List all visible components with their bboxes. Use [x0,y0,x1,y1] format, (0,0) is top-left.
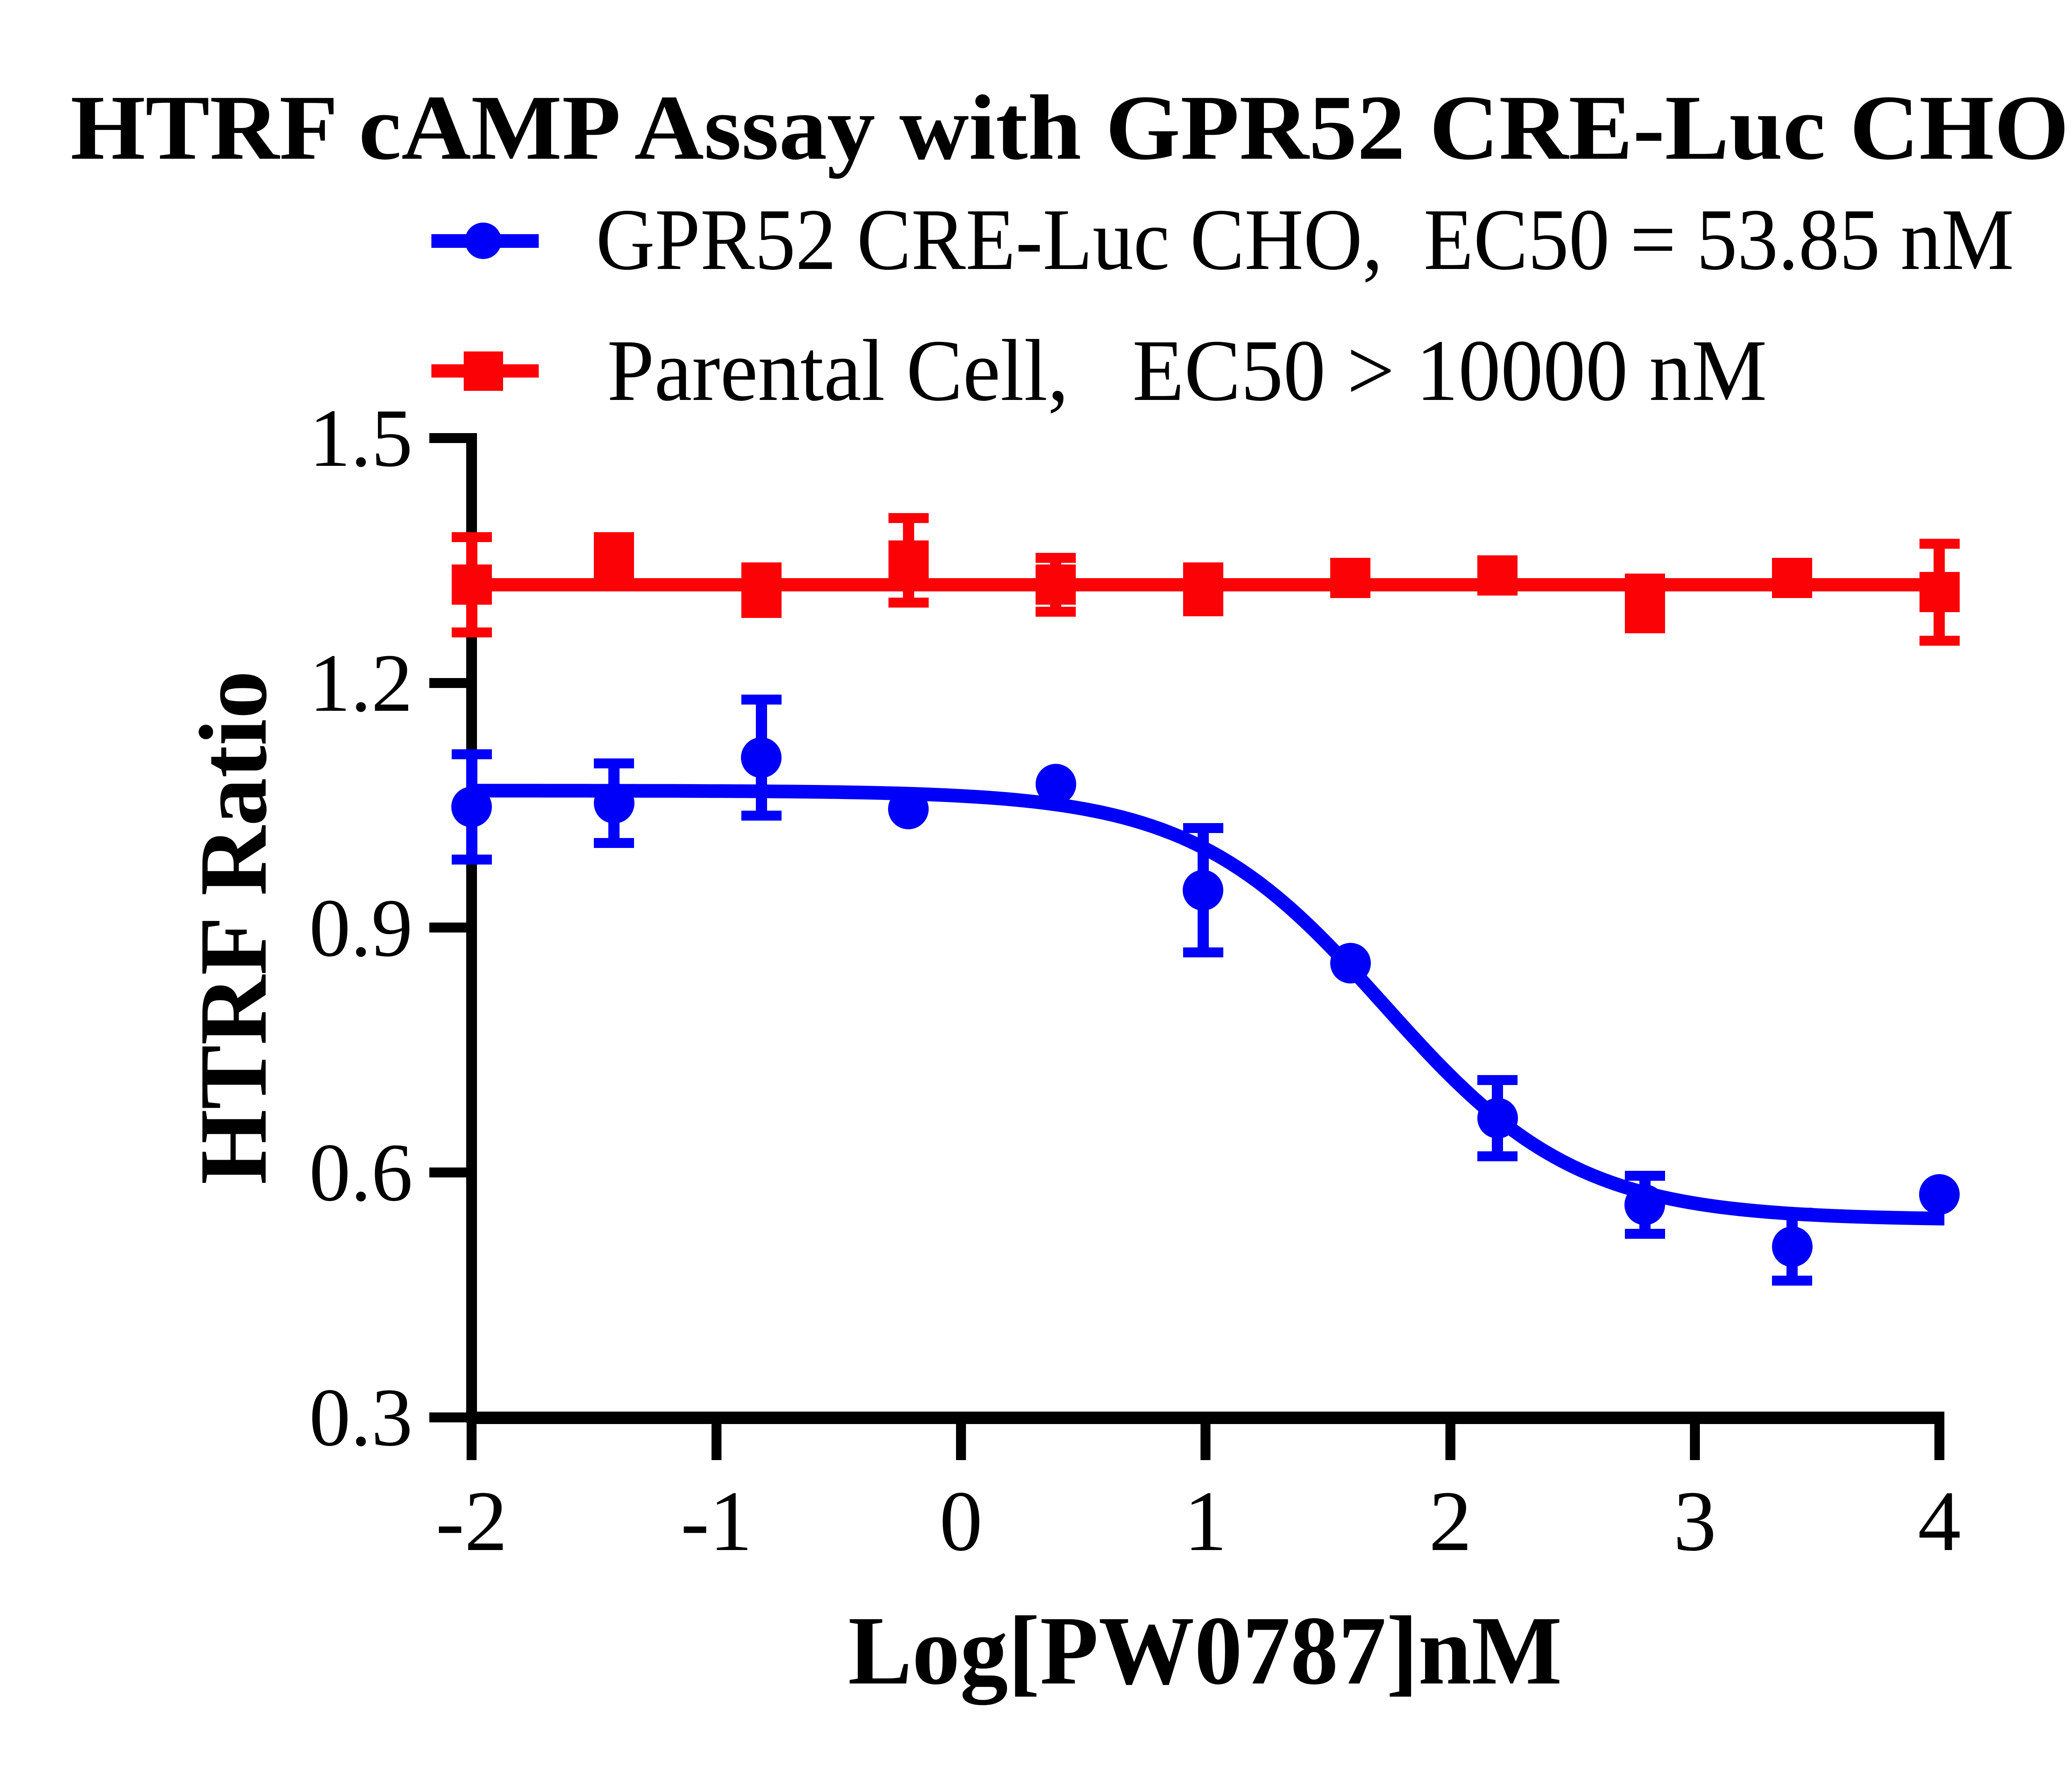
svg-text:0: 0 [939,1473,983,1569]
svg-text:2: 2 [1429,1473,1472,1569]
svg-text:4: 4 [1918,1473,1961,1569]
svg-text:3: 3 [1673,1473,1716,1569]
svg-text:1.2: 1.2 [309,637,413,729]
svg-text:1: 1 [1184,1473,1227,1569]
svg-text:HTRF Ratio: HTRF Ratio [180,671,287,1184]
svg-text:0.9: 0.9 [309,882,413,974]
svg-text:HTRF cAMP Assay with GPR52 CRE: HTRF cAMP Assay with GPR52 CRE-Luc CHO [70,76,2069,179]
svg-text:-2: -2 [436,1473,507,1569]
svg-text:0.6: 0.6 [309,1127,413,1218]
svg-text:Log[PW0787]nM: Log[PW0787]nM [848,1596,1562,1705]
svg-text:0.3: 0.3 [309,1372,413,1463]
svg-text:GPR52 CRE-Luc CHO, EC50 = 53.: GPR52 CRE-Luc CHO, EC50 = 53.85 nM [596,191,2014,288]
svg-text:1.5: 1.5 [309,392,413,484]
svg-text:-1: -1 [680,1473,752,1569]
svg-text:Parental Cell, EC50 > 10000: Parental Cell, EC50 > 10000 nM [607,322,1767,419]
